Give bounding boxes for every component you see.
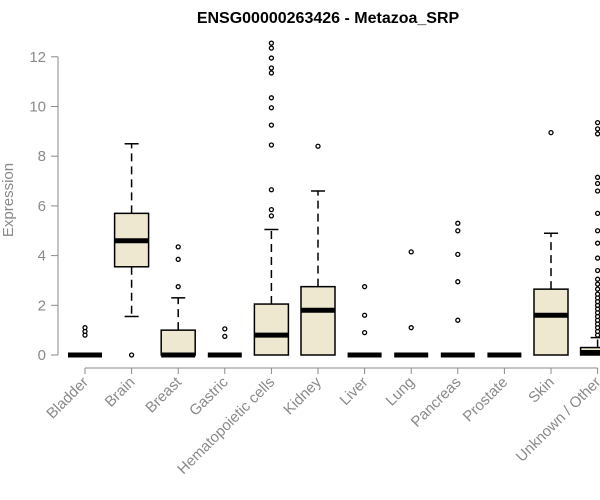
x-tick-label: Breast [142, 373, 185, 416]
outlier-point [175, 256, 181, 262]
x-tick-label: Bladder [43, 374, 92, 423]
outlier-point [361, 312, 368, 318]
outlier-point [268, 142, 275, 148]
outlier-point [268, 55, 275, 61]
box-skin [533, 129, 569, 356]
box-hematopoietic-cells [253, 40, 290, 356]
x-tick-label: Brain [102, 374, 139, 411]
x-tick-label: Lung [382, 374, 418, 410]
x-tick-label: Liver [336, 374, 371, 409]
outlier-point [315, 143, 321, 149]
outlier-point [548, 129, 554, 136]
y-axis-label: Expression [0, 163, 17, 237]
outlier-point [268, 40, 275, 46]
box-kidney [300, 143, 336, 356]
box-breast [160, 244, 196, 358]
outlier-point [455, 220, 461, 226]
outlier-point [268, 95, 275, 101]
outlier-point [594, 267, 600, 274]
box-unknown-other [579, 120, 600, 356]
outlier-point [594, 120, 600, 126]
outlier-point [361, 284, 368, 290]
outlier-point [594, 126, 600, 132]
x-tick-label: Prostate [460, 374, 512, 426]
outlier-point [455, 228, 461, 234]
outlier-point [594, 188, 600, 194]
x-tick-label: Unknown / Other [513, 374, 600, 466]
outlier-point [594, 131, 600, 137]
box-iqr [160, 329, 196, 356]
y-tick-label: 4 [38, 248, 46, 265]
outlier-point [361, 329, 368, 336]
outlier-point [594, 255, 600, 261]
outlier-point [594, 281, 600, 287]
outlier-point [455, 317, 461, 323]
y-axis: 0 2 4 6 8 10 12 [29, 49, 59, 364]
plot-area [68, 40, 600, 358]
outlier-point [175, 284, 181, 290]
outlier-point [268, 105, 275, 111]
box-brain [113, 143, 150, 358]
outlier-point [594, 210, 600, 217]
y-tick-label: 0 [38, 347, 46, 364]
x-tick-label: Kidney [280, 373, 325, 418]
outlier-point [594, 291, 600, 297]
outlier-point [268, 122, 275, 128]
x-tick-label: Gastric [186, 373, 232, 419]
box-pancreas [440, 220, 475, 358]
outlier-point [222, 333, 228, 340]
outlier-point [455, 279, 461, 285]
y-tick-label: 2 [38, 297, 46, 314]
outlier-point [268, 45, 275, 51]
box-lung [394, 249, 429, 358]
y-tick-label: 12 [29, 49, 46, 66]
box-gastric [207, 326, 242, 358]
outlier-point [455, 251, 461, 258]
outlier-point [594, 286, 600, 292]
box-iqr [253, 303, 290, 356]
outlier-point [268, 65, 275, 71]
x-tick-label: Pancreas [408, 374, 465, 431]
outlier-point [268, 206, 275, 213]
y-tick-label: 10 [29, 99, 46, 116]
outlier-point [408, 325, 414, 331]
y-tick-label: 6 [38, 198, 46, 215]
outlier-point [268, 187, 275, 193]
box-liver [347, 284, 382, 358]
box-iqr [300, 285, 336, 356]
outlier-point [594, 276, 600, 282]
outlier-point [222, 326, 228, 332]
box-iqr [533, 288, 569, 356]
outlier-point [128, 352, 135, 358]
box-bladder [68, 325, 102, 358]
outlier-point [594, 180, 600, 187]
outlier-point [175, 244, 181, 250]
chart-title: ENSG00000263426 - Metazoa_SRP [197, 10, 460, 27]
outlier-point [594, 240, 600, 246]
outlier-point [408, 249, 414, 255]
outlier-point [268, 213, 275, 219]
outlier-point [594, 228, 600, 234]
outlier-point [594, 174, 600, 180]
outlier-point [268, 70, 275, 76]
outlier-point [82, 325, 88, 331]
y-tick-label: 8 [38, 148, 46, 165]
x-tick-label: Skin [525, 374, 558, 407]
